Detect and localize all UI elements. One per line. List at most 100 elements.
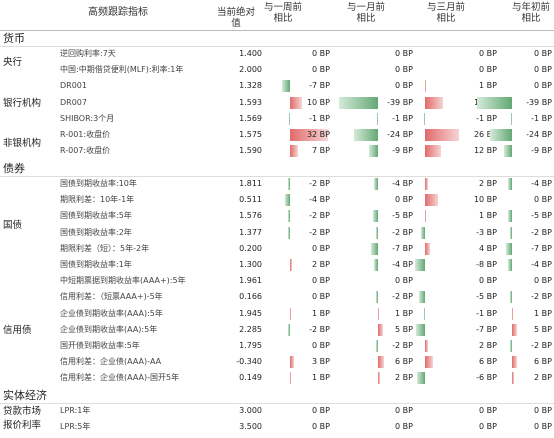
- section-rule: [0, 176, 554, 177]
- indicator-name: LPR:5年: [60, 422, 91, 432]
- change-label: -2 BP: [392, 341, 413, 350]
- change-bar: [421, 226, 425, 239]
- change-bar: [423, 112, 425, 125]
- change-label: 0 BP: [312, 341, 330, 350]
- change-label: -7 BP: [531, 243, 552, 253]
- column-header: 与三月前相比: [426, 2, 465, 24]
- change-label: -39 BP: [387, 97, 413, 107]
- change-label: 1 BP: [312, 373, 330, 383]
- change-label: -9 BP: [392, 146, 413, 156]
- change-label: 6 BP: [479, 357, 497, 367]
- change-bar: [425, 129, 459, 141]
- change-bar: [354, 129, 378, 141]
- change-label: 10 BP: [306, 97, 330, 107]
- change-label: -4 BP: [309, 195, 330, 205]
- change-bar: [371, 242, 378, 255]
- section-title: 实体经济: [3, 389, 47, 402]
- change-label: 5 BP: [534, 324, 552, 334]
- current-value: 1.795: [239, 341, 262, 350]
- change-label: 2 BP: [312, 260, 330, 269]
- section-title: 货币: [3, 32, 25, 45]
- change-label: 0 BP: [312, 422, 330, 432]
- change-label: -3 BP: [476, 227, 497, 237]
- change-bar: [376, 226, 378, 239]
- change-label: 2 BP: [395, 373, 413, 383]
- change-label: -9 BP: [531, 146, 552, 156]
- indicator-name: SHIBOR:3个月: [60, 113, 115, 123]
- current-value: 1.593: [239, 97, 262, 107]
- change-label: 6 BP: [395, 357, 413, 367]
- change-label: -5 BP: [531, 211, 552, 221]
- change-label: 0 BP: [395, 276, 413, 286]
- current-value: 1.590: [239, 146, 262, 156]
- change-bar: [290, 356, 294, 369]
- change-bar: [510, 226, 512, 239]
- change-label: 0 BP: [479, 276, 497, 286]
- change-bar: [369, 145, 378, 158]
- change-bar: [418, 291, 425, 304]
- change-bar: [285, 194, 290, 207]
- change-bar: [425, 96, 444, 109]
- current-value: 0.166: [239, 292, 262, 302]
- change-label: 0 BP: [534, 422, 552, 432]
- change-bar: [425, 194, 438, 207]
- indicator-name: 国债到期收益率:10年: [60, 179, 137, 188]
- change-label: 0 BP: [534, 406, 552, 415]
- change-bar: [505, 242, 512, 255]
- change-bar: [290, 259, 293, 271]
- change-bar: [507, 210, 512, 223]
- current-value: 1.569: [239, 113, 262, 123]
- change-label: -4 BP: [392, 179, 413, 188]
- change-bar: [288, 112, 290, 125]
- change-label: -2 BP: [309, 211, 330, 221]
- current-value: 1.328: [239, 81, 262, 91]
- change-label: -39 BP: [526, 97, 552, 107]
- change-label: -2 BP: [392, 292, 413, 302]
- section-rule: [0, 46, 554, 47]
- change-bar: [287, 178, 290, 190]
- change-bar: [425, 210, 427, 223]
- change-label: 0 BP: [312, 276, 330, 286]
- change-bar: [376, 340, 378, 352]
- change-bar: [374, 259, 378, 271]
- current-value: 2.285: [239, 324, 262, 334]
- change-bar: [290, 96, 302, 109]
- column-header: 与一周前相比: [263, 2, 302, 24]
- current-value: 1.377: [239, 227, 262, 237]
- change-label: -5 BP: [392, 211, 413, 221]
- change-label: -2 BP: [309, 324, 330, 334]
- current-value: 2.000: [239, 65, 262, 75]
- change-label: -1 BP: [476, 308, 497, 318]
- indicator-name: 国债到期收益率:1年: [60, 260, 132, 269]
- change-bar: [512, 307, 513, 320]
- change-bar: [425, 340, 428, 352]
- change-label: 2 BP: [479, 341, 497, 350]
- change-label: 10 BP: [473, 195, 497, 205]
- change-label: -1 BP: [392, 113, 413, 123]
- change-bar: [425, 80, 427, 93]
- group-label: 非银机构: [3, 138, 42, 150]
- indicator-name: 国债到期收益率:5年: [60, 211, 132, 221]
- current-value: 1.575: [239, 130, 262, 139]
- change-label: -5 BP: [476, 292, 497, 302]
- indicator-name: R-001:收盘价: [60, 130, 111, 139]
- current-value: 0.200: [239, 243, 262, 253]
- current-value: 1.961: [239, 276, 262, 286]
- change-label: 12 BP: [473, 146, 497, 156]
- indicator-name: DR007: [60, 97, 87, 107]
- indicator-name: 逆回购利率:7天: [60, 49, 116, 58]
- indicator-name: R-007:收盘价: [60, 146, 111, 156]
- indicator-name: 国债到期收益率:2年: [60, 227, 132, 237]
- column-header: 与一月前相比: [346, 2, 385, 24]
- header-rule: [0, 30, 554, 31]
- change-bar: [339, 96, 378, 109]
- current-value: 1.945: [239, 308, 262, 318]
- change-label: 0 BP: [479, 406, 497, 415]
- change-bar: [414, 259, 425, 271]
- change-label: 0 BP: [395, 81, 413, 91]
- change-label: 5 BP: [395, 324, 413, 334]
- change-label: 0 BP: [479, 49, 497, 58]
- header-title: 高频跟踪指标: [88, 7, 148, 18]
- change-label: 1 BP: [395, 308, 413, 318]
- change-label: 0 BP: [479, 422, 497, 432]
